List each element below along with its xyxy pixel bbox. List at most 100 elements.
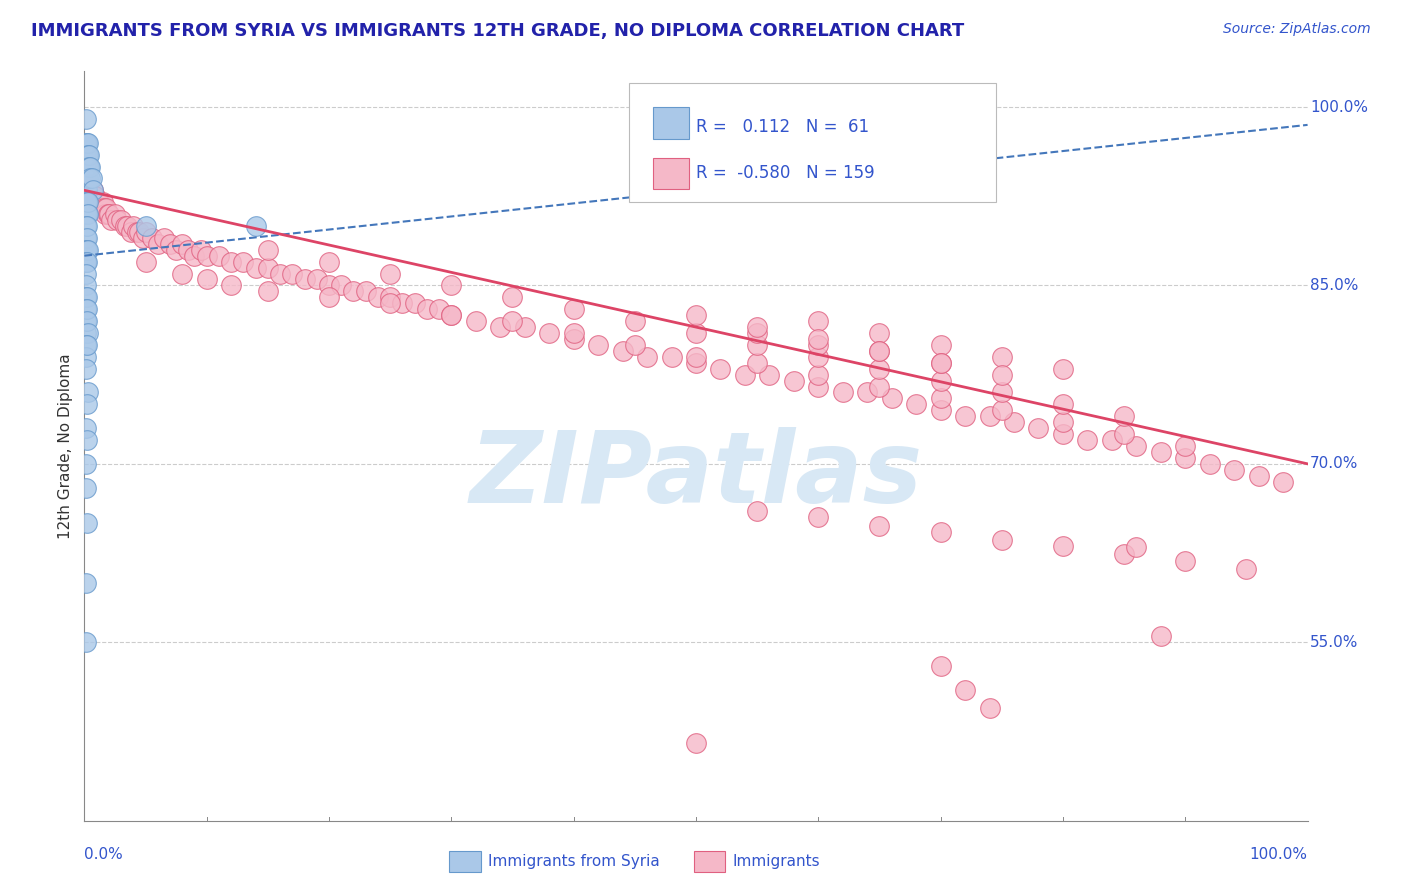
Point [135, 219, 157, 233]
Point [807, 510, 830, 524]
Point [172, 267, 194, 281]
Point [82, 183, 104, 197]
Point [75, 254, 97, 268]
Point [281, 267, 304, 281]
Point [79, 183, 101, 197]
Point [747, 320, 769, 334]
Text: R =  -0.580   N = 159: R = -0.580 N = 159 [696, 163, 875, 181]
Point [905, 397, 928, 411]
Point [75, 575, 97, 590]
Point [624, 314, 647, 328]
Point [636, 350, 658, 364]
Point [502, 314, 524, 328]
Text: 70.0%: 70.0% [1310, 457, 1358, 471]
Point [1052, 539, 1074, 553]
Point [190, 243, 212, 257]
Point [856, 385, 879, 400]
Point [195, 272, 218, 286]
Point [330, 278, 353, 293]
Point [77, 243, 100, 257]
Point [685, 308, 707, 322]
Point [1076, 433, 1098, 447]
Point [105, 213, 128, 227]
Point [75, 171, 97, 186]
Point [440, 278, 463, 293]
Point [135, 254, 157, 268]
Text: Immigrants: Immigrants [733, 854, 820, 869]
Point [75, 290, 97, 304]
Point [1052, 415, 1074, 429]
Point [709, 361, 731, 376]
Point [75, 326, 97, 340]
Point [76, 195, 98, 210]
Point [75, 267, 97, 281]
Point [734, 368, 756, 382]
Point [1150, 445, 1173, 459]
Point [1114, 427, 1136, 442]
Point [172, 236, 194, 251]
Point [110, 213, 132, 227]
Point [1002, 415, 1025, 429]
Point [354, 285, 377, 299]
Point [624, 338, 647, 352]
Point [115, 219, 138, 233]
Point [75, 195, 97, 210]
Point [77, 171, 100, 186]
Point [380, 267, 402, 281]
Point [79, 171, 101, 186]
Point [76, 314, 98, 328]
Point [953, 682, 976, 697]
Point [76, 231, 98, 245]
FancyBboxPatch shape [449, 851, 481, 872]
Point [76, 171, 98, 186]
Point [991, 403, 1014, 417]
Point [1272, 475, 1295, 489]
Point [83, 189, 105, 203]
Point [685, 356, 707, 370]
Point [1236, 561, 1258, 575]
Text: 85.0%: 85.0% [1310, 278, 1358, 293]
Point [94, 207, 117, 221]
Point [1125, 439, 1147, 453]
Point [77, 183, 100, 197]
Point [929, 356, 952, 370]
Point [90, 201, 112, 215]
Point [929, 659, 952, 673]
Point [586, 338, 609, 352]
Point [257, 285, 280, 299]
Point [929, 356, 952, 370]
Point [758, 368, 780, 382]
Point [75, 231, 97, 245]
Point [979, 409, 1001, 424]
Point [661, 350, 683, 364]
Point [76, 433, 98, 447]
Point [153, 231, 176, 245]
Point [219, 254, 242, 268]
Text: Immigrants from Syria: Immigrants from Syria [488, 854, 659, 869]
Point [685, 350, 707, 364]
Point [380, 290, 402, 304]
Point [562, 326, 585, 340]
Point [391, 296, 413, 310]
Point [747, 504, 769, 518]
Point [1052, 397, 1074, 411]
Point [114, 219, 136, 233]
Point [75, 338, 97, 352]
Point [77, 136, 100, 150]
Point [77, 178, 100, 192]
Point [502, 290, 524, 304]
Point [1028, 421, 1050, 435]
Point [1101, 433, 1123, 447]
Point [245, 260, 267, 275]
Point [77, 326, 100, 340]
Point [991, 368, 1014, 382]
Point [76, 290, 98, 304]
Text: 100.0%: 100.0% [1310, 100, 1368, 114]
Point [232, 254, 254, 268]
Point [75, 302, 97, 317]
Point [269, 267, 291, 281]
Point [1114, 409, 1136, 424]
Point [84, 189, 107, 203]
Point [1052, 427, 1074, 442]
Point [135, 225, 157, 239]
